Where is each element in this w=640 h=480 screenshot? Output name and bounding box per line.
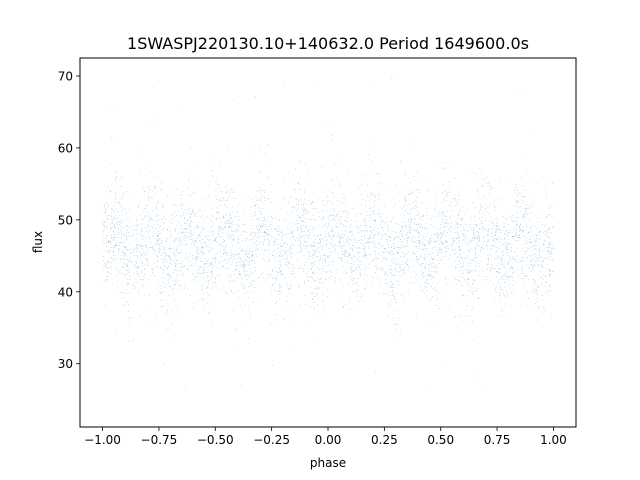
y-tick-label: 60 [58,141,73,155]
data-points [102,78,554,391]
plot-frame [79,57,577,428]
x-tick-label: −1.00 [84,433,121,447]
scatter-points [102,78,554,391]
x-tick-label: 0.00 [315,433,342,447]
y-tick-label: 30 [58,357,73,371]
x-tick-label: 0.50 [427,433,454,447]
chart-title: 1SWASPJ220130.10+140632.0 Period 1649600… [127,34,529,53]
x-tick-label: 0.25 [371,433,398,447]
y-tick-label: 50 [58,213,73,227]
y-tick-label: 70 [58,69,73,83]
x-axis: −1.00 −0.75 −0.50 −0.25 0.00 0.25 0.50 0.75 1.00 [84,427,567,447]
y-tick-label: 40 [58,285,73,299]
x-tick-label: −0.50 [197,433,234,447]
x-axis-label: phase [310,456,346,470]
x-tick-label: −0.75 [141,433,178,447]
y-axis: 30 40 50 60 70 [58,69,80,371]
x-tick-label: 0.75 [484,433,511,447]
y-axis-label: flux [31,231,45,253]
x-tick-label: 1.00 [540,433,567,447]
x-tick-label: −0.25 [253,433,290,447]
